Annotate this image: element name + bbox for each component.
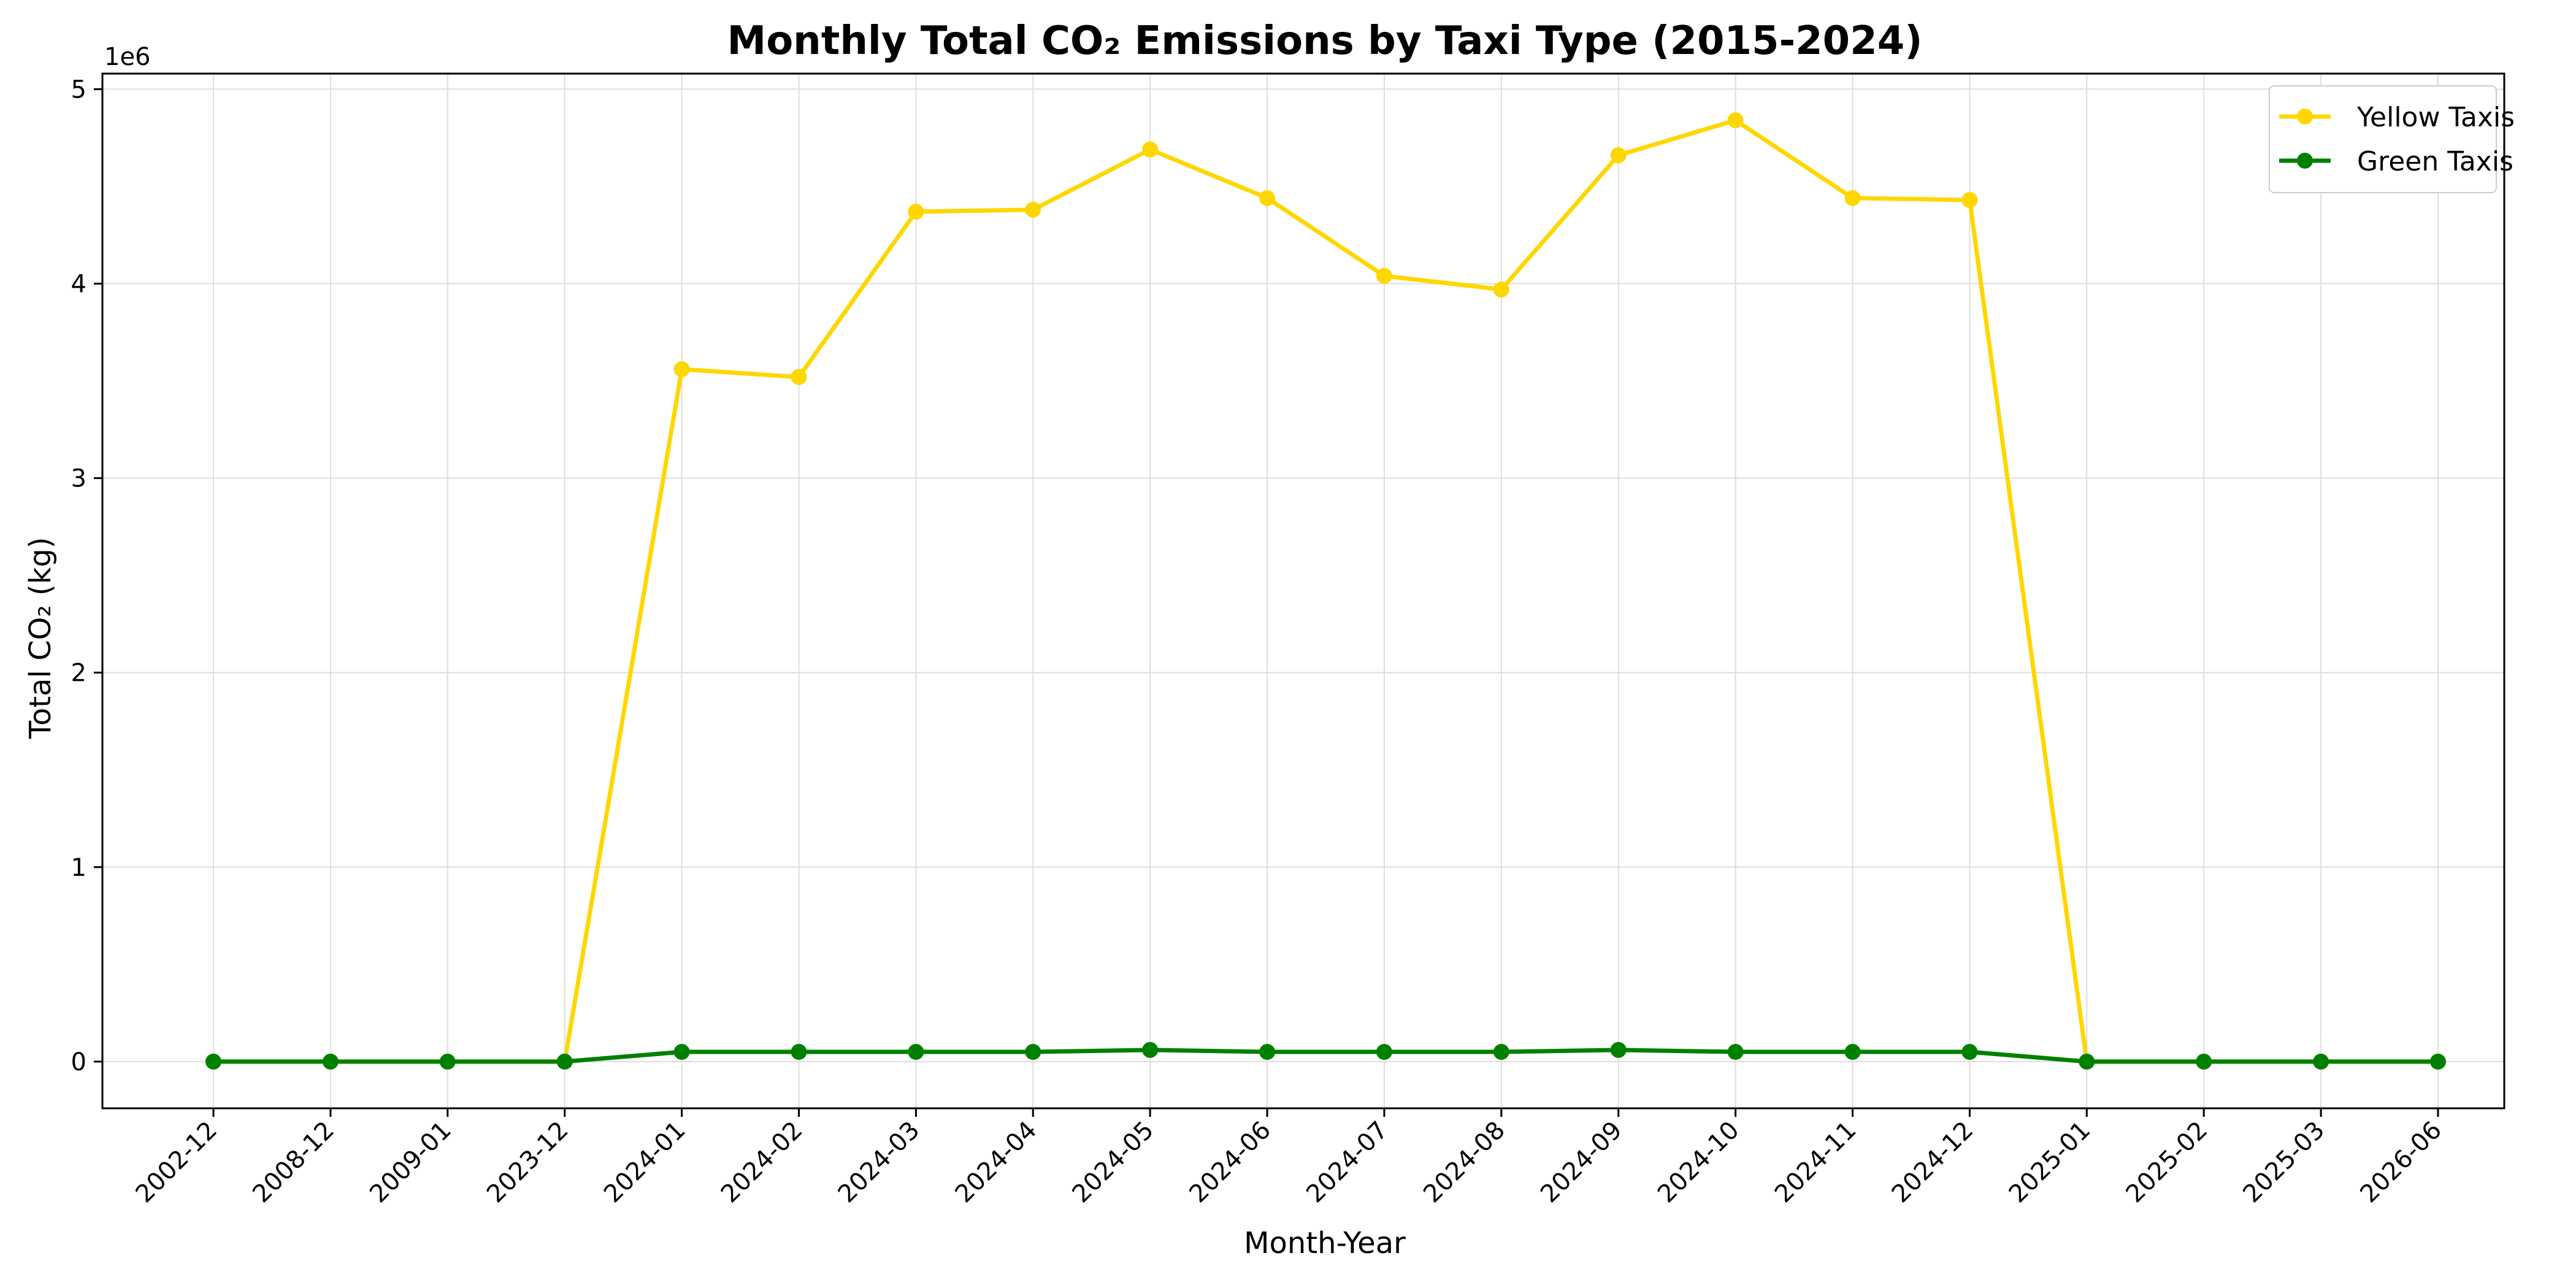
green-taxis-point	[2196, 1053, 2212, 1070]
green-taxis-line	[213, 1048, 2438, 1064]
grid-lines	[102, 74, 2504, 1108]
green-taxis-point	[2313, 1053, 2329, 1070]
yellow-taxis-point	[1844, 190, 1861, 206]
green-taxis-point	[2430, 1053, 2446, 1070]
y-tick-label: 2	[71, 659, 86, 688]
yellow-taxis-point	[1259, 190, 1276, 206]
green-taxis-point	[205, 1053, 221, 1070]
green-taxis-point	[322, 1053, 339, 1070]
green-taxis-point	[1376, 1044, 1392, 1060]
chart-title: Monthly Total CO₂ Emissions by Taxi Type…	[727, 18, 1923, 64]
y-tick-label: 1	[71, 854, 86, 882]
green-taxis-point	[1259, 1044, 1276, 1060]
green-taxis-point	[908, 1044, 924, 1060]
plot-frame	[101, 72, 2505, 1110]
y-axis-multiplier: 1e6	[104, 43, 151, 71]
green-taxis-point	[1610, 1041, 1627, 1058]
legend-box	[2269, 85, 2497, 193]
green-taxis-point	[556, 1053, 573, 1070]
legend-marker	[2297, 109, 2313, 125]
green-taxis-point	[2079, 1053, 2095, 1070]
y-tick-label: 4	[71, 270, 86, 298]
yellow-taxis-point	[1142, 141, 1159, 158]
green-taxis-point	[1142, 1041, 1159, 1058]
green-taxis-point	[439, 1053, 456, 1070]
yellow-taxis-point	[1961, 192, 1978, 209]
green-taxis-point	[1961, 1044, 1978, 1060]
yellow-taxis-point	[673, 361, 690, 377]
yellow-taxis-point	[1376, 267, 1392, 284]
green-taxis-point	[1844, 1044, 1861, 1060]
yellow-taxis-point	[791, 369, 807, 385]
green-taxis-point	[1025, 1044, 1041, 1060]
series-lines	[205, 112, 2446, 1070]
yellow-taxis-point	[1727, 112, 1744, 129]
yellow-taxis-point	[1610, 147, 1627, 164]
green-taxis-point	[673, 1044, 690, 1060]
y-axis-label: Total CO₂ (kg)	[23, 537, 58, 740]
y-tick-label: 0	[71, 1048, 86, 1076]
yellow-taxis-line	[213, 118, 2438, 1064]
x-axis-label: Month-Year	[1244, 1226, 1406, 1260]
legend-label: Yellow Taxis	[2356, 102, 2515, 133]
green-taxis-point	[1493, 1044, 1509, 1060]
yellow-taxis-point	[1493, 281, 1509, 297]
yellow-taxis-point	[908, 204, 924, 220]
legend: Yellow Taxis Green Taxis	[2269, 85, 2515, 193]
yellow-taxis-point	[1025, 201, 1041, 218]
green-taxis-point	[791, 1044, 807, 1060]
legend-label: Green Taxis	[2357, 146, 2513, 177]
y-tick-label: 3	[71, 465, 86, 493]
green-taxis-point	[1727, 1044, 1744, 1060]
y-tick-label: 5	[71, 75, 86, 104]
legend-marker	[2297, 153, 2313, 169]
